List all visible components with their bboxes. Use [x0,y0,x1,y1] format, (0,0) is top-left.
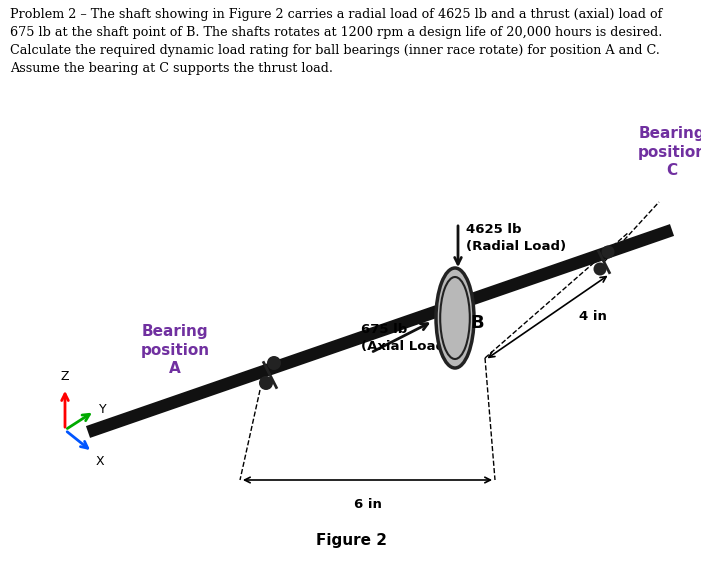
Text: 4625 lb
(Radial Load): 4625 lb (Radial Load) [466,223,566,253]
Circle shape [267,356,281,370]
Text: Figure 2: Figure 2 [315,533,386,548]
Text: Bearing
position
A: Bearing position A [140,324,210,376]
Circle shape [259,376,273,390]
Text: Bearing
position
C: Bearing position C [637,126,701,178]
Ellipse shape [436,268,474,368]
Circle shape [601,246,615,259]
Text: X: X [95,455,104,468]
Text: 6 in: 6 in [353,498,381,511]
Circle shape [594,262,606,275]
Text: Problem 2 – The shaft showing in Figure 2 carries a radial load of 4625 lb and a: Problem 2 – The shaft showing in Figure … [10,8,662,75]
Text: 4 in: 4 in [578,310,606,324]
Text: 675 lb
(Axial Load): 675 lb (Axial Load) [360,323,451,353]
Text: Y: Y [100,402,107,416]
Text: Z: Z [61,370,69,383]
Text: B: B [470,314,484,332]
